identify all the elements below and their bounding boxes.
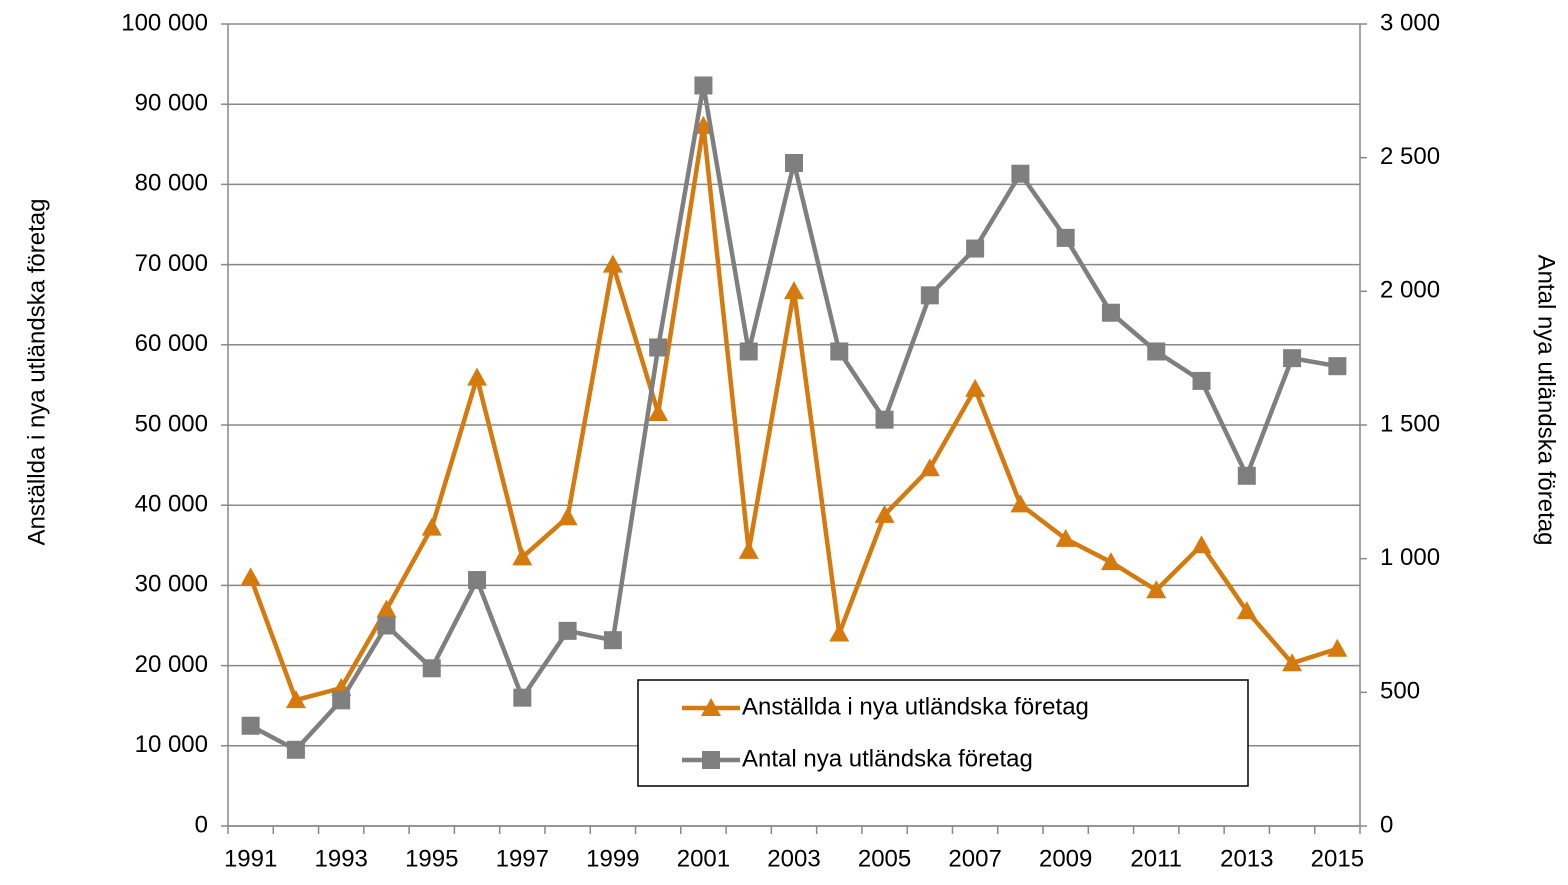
marker xyxy=(702,751,720,769)
y2-tick-label: 0 xyxy=(1380,811,1393,838)
marker xyxy=(286,740,305,759)
marker xyxy=(1283,349,1302,368)
y-tick-label: 30 000 xyxy=(135,571,208,598)
marker xyxy=(1011,164,1030,183)
marker xyxy=(829,623,850,642)
x-tick-label: 2005 xyxy=(858,845,911,872)
marker xyxy=(376,599,397,618)
marker xyxy=(739,342,758,361)
marker xyxy=(332,691,351,710)
legend-label: Antal nya utländska företag xyxy=(742,745,1033,772)
x-tick-label: 1991 xyxy=(224,845,277,872)
marker xyxy=(603,631,622,650)
marker xyxy=(422,659,441,678)
marker xyxy=(1282,653,1303,672)
x-tick-label: 2011 xyxy=(1130,845,1182,872)
marker xyxy=(1236,601,1257,620)
y-tick-label: 70 000 xyxy=(135,250,208,277)
marker xyxy=(1237,466,1256,485)
x-tick-label: 2003 xyxy=(767,845,820,872)
x-tick-label: 1997 xyxy=(496,845,549,872)
marker xyxy=(602,254,623,273)
marker xyxy=(693,115,714,134)
marker xyxy=(240,567,261,586)
marker xyxy=(1146,580,1167,599)
y-tick-label: 100 000 xyxy=(121,9,208,36)
marker xyxy=(785,154,803,173)
marker xyxy=(875,410,894,429)
y-tick-label: 20 000 xyxy=(135,651,208,678)
marker xyxy=(1056,228,1075,247)
y2-tick-label: 2 000 xyxy=(1380,277,1440,304)
marker xyxy=(1328,357,1347,376)
x-tick-label: 2007 xyxy=(948,845,1001,872)
marker xyxy=(513,688,532,707)
marker xyxy=(1101,303,1120,322)
y-tick-label: 10 000 xyxy=(135,731,208,758)
marker xyxy=(874,504,895,523)
marker xyxy=(965,378,986,397)
y-tick-label: 50 000 xyxy=(135,410,208,437)
marker xyxy=(966,239,985,258)
x-tick-label: 2009 xyxy=(1039,845,1092,872)
y-axis-title: Anställda i nya utländska företag xyxy=(23,199,50,546)
y-tick-label: 90 000 xyxy=(135,90,208,117)
legend-label: Anställda i nya utländska företag xyxy=(742,693,1089,720)
y2-tick-label: 1 500 xyxy=(1380,410,1440,437)
marker xyxy=(1055,528,1076,547)
marker xyxy=(557,507,578,526)
y-tick-label: 0 xyxy=(195,811,208,838)
marker xyxy=(701,698,721,716)
marker xyxy=(1147,342,1166,361)
marker xyxy=(738,540,759,559)
y2-tick-label: 500 xyxy=(1380,678,1420,705)
y2-tick-label: 3 000 xyxy=(1380,9,1440,36)
marker xyxy=(649,338,668,357)
y2-axis-title: Antal nya utländska företag xyxy=(1533,255,1560,546)
marker xyxy=(1192,371,1211,390)
marker xyxy=(512,547,533,566)
marker xyxy=(285,690,306,709)
x-tick-label: 1995 xyxy=(405,845,458,872)
marker xyxy=(648,402,669,421)
legend xyxy=(637,679,1249,787)
marker xyxy=(920,286,939,305)
x-tick-label: 2015 xyxy=(1311,845,1364,872)
x-tick-label: 1999 xyxy=(586,845,639,872)
marker xyxy=(1191,535,1212,554)
marker xyxy=(377,616,396,635)
x-tick-label: 1993 xyxy=(315,845,368,872)
y-tick-label: 60 000 xyxy=(135,330,208,357)
y-tick-label: 40 000 xyxy=(135,491,208,518)
marker xyxy=(241,716,260,735)
y2-tick-label: 1 000 xyxy=(1380,544,1440,571)
y2-tick-label: 2 500 xyxy=(1380,143,1440,170)
marker xyxy=(1327,638,1348,657)
y-tick-label: 80 000 xyxy=(135,170,208,197)
marker xyxy=(1100,552,1121,571)
marker xyxy=(694,76,713,95)
marker xyxy=(830,342,849,361)
marker xyxy=(421,517,442,536)
marker xyxy=(784,281,804,300)
marker xyxy=(1010,494,1031,513)
x-tick-label: 2001 xyxy=(677,845,730,872)
line xyxy=(248,125,1339,703)
x-tick-label: 2013 xyxy=(1220,845,1273,872)
marker xyxy=(468,571,487,590)
marker xyxy=(919,458,940,477)
marker xyxy=(467,367,488,386)
marker xyxy=(558,621,577,640)
